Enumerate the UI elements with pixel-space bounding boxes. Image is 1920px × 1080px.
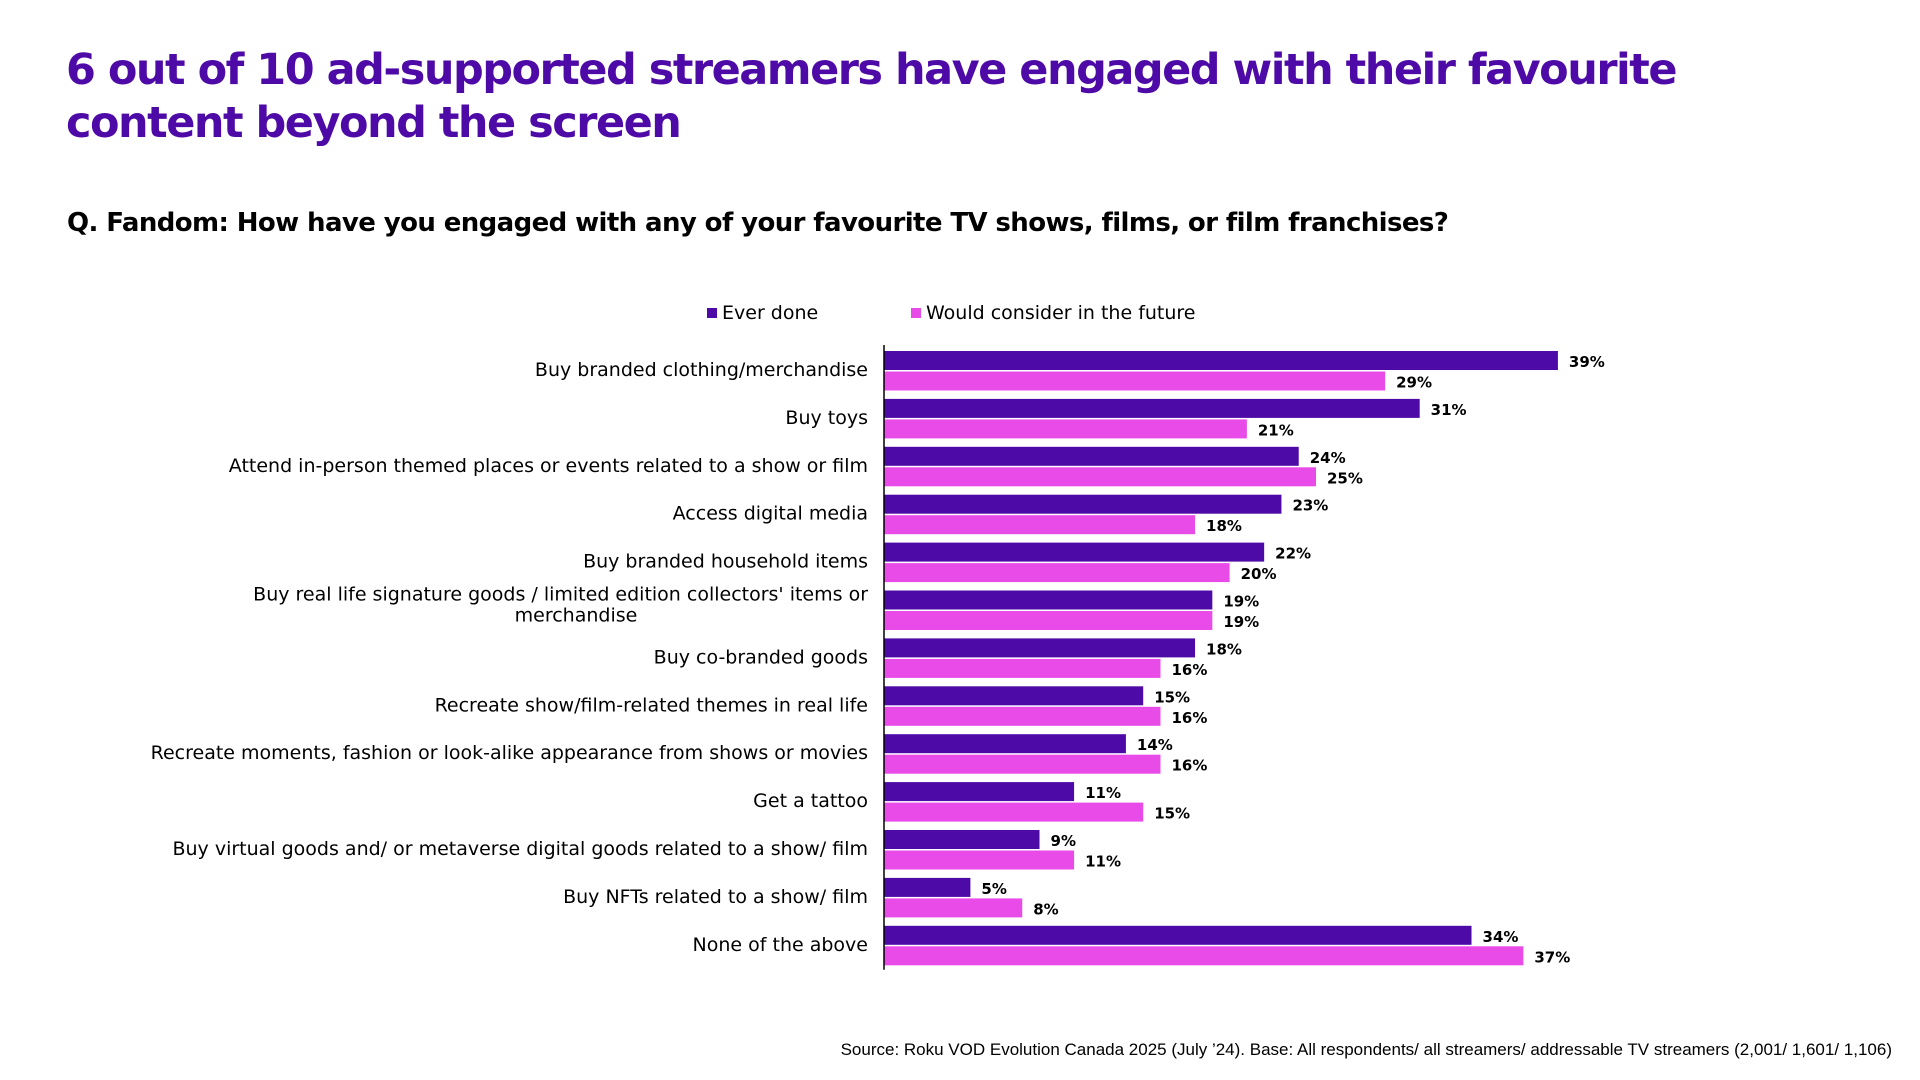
bar-ever-done: [884, 446, 1299, 466]
bar-would-consider: [884, 563, 1230, 583]
data-label: 19%: [1223, 613, 1259, 631]
bar-ever-done: [884, 542, 1265, 562]
bar-ever-done: [884, 638, 1196, 658]
bar-would-consider: [884, 515, 1196, 535]
bar-would-consider: [884, 611, 1213, 630]
data-label: 31%: [1431, 401, 1467, 419]
question-subtitle: Q. Fandom: How have you engaged with any…: [67, 208, 1449, 238]
category-label: Recreate moments, fashion or look-alike …: [151, 742, 868, 764]
category-label: Buy branded clothing/merchandise: [535, 359, 868, 381]
data-label: 34%: [1483, 928, 1519, 946]
bar-ever-done: [884, 494, 1282, 514]
data-label: 5%: [981, 880, 1006, 898]
data-label: 11%: [1085, 853, 1121, 871]
data-label: 21%: [1258, 421, 1294, 439]
category-label: Access digital media: [673, 503, 868, 525]
data-label: 19%: [1223, 593, 1259, 611]
bar-ever-done: [884, 351, 1558, 370]
data-label: 22%: [1275, 545, 1311, 563]
bar-ever-done: [884, 734, 1126, 754]
data-label: 15%: [1154, 805, 1190, 823]
legend-swatch: [707, 308, 717, 318]
data-label: 18%: [1206, 640, 1242, 658]
data-label: 20%: [1241, 565, 1277, 583]
bar-would-consider: [884, 898, 1023, 918]
bar-ever-done: [884, 830, 1040, 849]
data-label: 16%: [1171, 757, 1207, 775]
bar-ever-done: [884, 590, 1213, 610]
category-label: Get a tattoo: [753, 790, 868, 812]
category-label: Buy real life signature goods / limited …: [253, 584, 868, 606]
category-label: Recreate show/film-related themes in rea…: [435, 694, 868, 716]
category-label: None of the above: [693, 934, 868, 956]
bar-chart: Buy branded clothing/merchandise 39% 29% Bu…: [151, 345, 1605, 970]
data-label: 14%: [1137, 736, 1173, 754]
category-label: Attend in-person themed places or events…: [229, 455, 868, 477]
legend-item-would-consider: Would consider in the future: [911, 302, 1196, 324]
bar-ever-done: [884, 686, 1144, 706]
bar-would-consider: [884, 371, 1386, 391]
data-label: 9%: [1051, 832, 1076, 850]
bar-would-consider: [884, 419, 1247, 439]
data-label: 24%: [1310, 449, 1346, 467]
category-label: merchandise: [515, 605, 638, 627]
legend-label: Would consider in the future: [926, 302, 1196, 324]
data-label: 18%: [1206, 517, 1242, 535]
bar-would-consider: [884, 706, 1161, 726]
data-label: 15%: [1154, 688, 1190, 706]
bar-would-consider: [884, 754, 1161, 774]
bar-ever-done: [884, 877, 971, 897]
data-label: 8%: [1033, 900, 1058, 918]
category-label: Buy branded household items: [583, 551, 868, 573]
category-label: Buy NFTs related to a show/ film: [563, 886, 868, 908]
source-note: Source: Roku VOD Evolution Canada 2025 (…: [840, 1040, 1892, 1059]
data-label: 25%: [1327, 469, 1363, 487]
data-label: 16%: [1171, 661, 1207, 679]
page-title: 6 out of 10 ad-supported streamers have …: [66, 45, 1677, 148]
bar-would-consider: [884, 658, 1161, 678]
legend-item-ever-done: Ever done: [707, 302, 818, 324]
legend-label: Ever done: [722, 302, 819, 324]
legend-swatch: [911, 308, 921, 318]
bar-ever-done: [884, 398, 1420, 418]
bar-would-consider: [884, 802, 1144, 822]
data-label: 11%: [1085, 784, 1121, 802]
bar-would-consider: [884, 946, 1524, 966]
bar-would-consider: [884, 467, 1316, 487]
data-label: 37%: [1534, 948, 1570, 966]
data-label: 23%: [1292, 497, 1328, 515]
category-label: Buy co-branded goods: [654, 646, 868, 668]
bar-ever-done: [884, 782, 1075, 802]
bar-ever-done: [884, 925, 1472, 945]
category-label: Buy toys: [785, 407, 868, 429]
bar-would-consider: [884, 850, 1075, 870]
category-label: Buy virtual goods and/ or metaverse digi…: [172, 838, 868, 860]
data-label: 16%: [1171, 709, 1207, 727]
data-label: 29%: [1396, 374, 1432, 392]
data-label: 39%: [1569, 353, 1605, 371]
